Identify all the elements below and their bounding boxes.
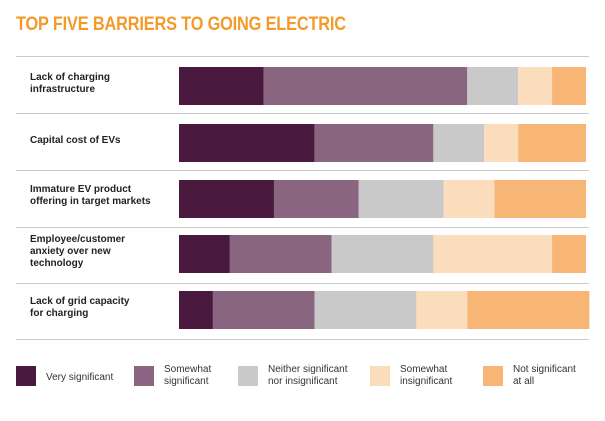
bar-segment <box>179 235 230 273</box>
legend-swatch <box>16 366 36 386</box>
bar-segment <box>314 124 434 162</box>
category-label: Capital cost of EVs <box>30 135 121 146</box>
bar-segment <box>179 291 213 329</box>
bar-segment <box>314 291 417 329</box>
bar-segment <box>416 291 468 329</box>
bar-segment <box>358 180 444 218</box>
row-divider <box>16 339 589 340</box>
category-label: Lack of grid capacity for charging <box>30 296 130 319</box>
legend-label: Very significant <box>46 372 114 383</box>
bar-segment <box>179 180 274 218</box>
legend-item: Neither significant nor insignificant <box>238 364 347 388</box>
bar-segment <box>229 235 332 273</box>
bar-segment <box>484 124 519 162</box>
legend-swatch <box>134 366 154 386</box>
category-label: Lack of charging infrastructure <box>30 72 111 95</box>
bar-segment <box>518 124 586 162</box>
bar-segment <box>179 124 315 162</box>
bar-segment <box>467 67 519 105</box>
legend-swatch <box>370 366 390 386</box>
bar-segment <box>443 180 495 218</box>
legend-swatch <box>238 366 258 386</box>
bar-segment <box>212 291 315 329</box>
chart-title: TOP FIVE BARRIERS TO GOING ELECTRIC <box>16 14 346 35</box>
bar-segment <box>518 67 553 105</box>
legend-label: Not significant at all <box>513 364 576 387</box>
bar-segment <box>273 180 359 218</box>
bar-segment <box>552 235 586 273</box>
legend-item: Somewhat insignificant <box>370 364 452 388</box>
row-divider <box>16 56 589 57</box>
legend-item: Very significant <box>16 364 113 386</box>
row-divider <box>16 227 589 228</box>
category-label: Immature EV product offering in target m… <box>30 184 151 207</box>
legend-label: Somewhat insignificant <box>400 364 453 387</box>
bar-segment <box>263 67 468 105</box>
legend-label: Somewhat significant <box>164 364 212 387</box>
bar-segment <box>467 291 590 329</box>
bar-segment <box>331 235 434 273</box>
bar-segment <box>494 180 586 218</box>
bar-segment <box>179 67 264 105</box>
legend-item: Somewhat significant <box>134 364 211 388</box>
legend-swatch <box>483 366 503 386</box>
bar-segment <box>552 67 586 105</box>
bar-segment <box>433 235 553 273</box>
bar-segment <box>433 124 485 162</box>
category-label: Employee/customer anxiety over new techn… <box>30 234 126 269</box>
row-divider <box>16 283 589 284</box>
row-divider <box>16 113 589 114</box>
row-divider <box>16 170 589 171</box>
legend-item: Not significant at all <box>483 364 576 388</box>
legend-label: Neither significant nor insignificant <box>268 364 348 387</box>
